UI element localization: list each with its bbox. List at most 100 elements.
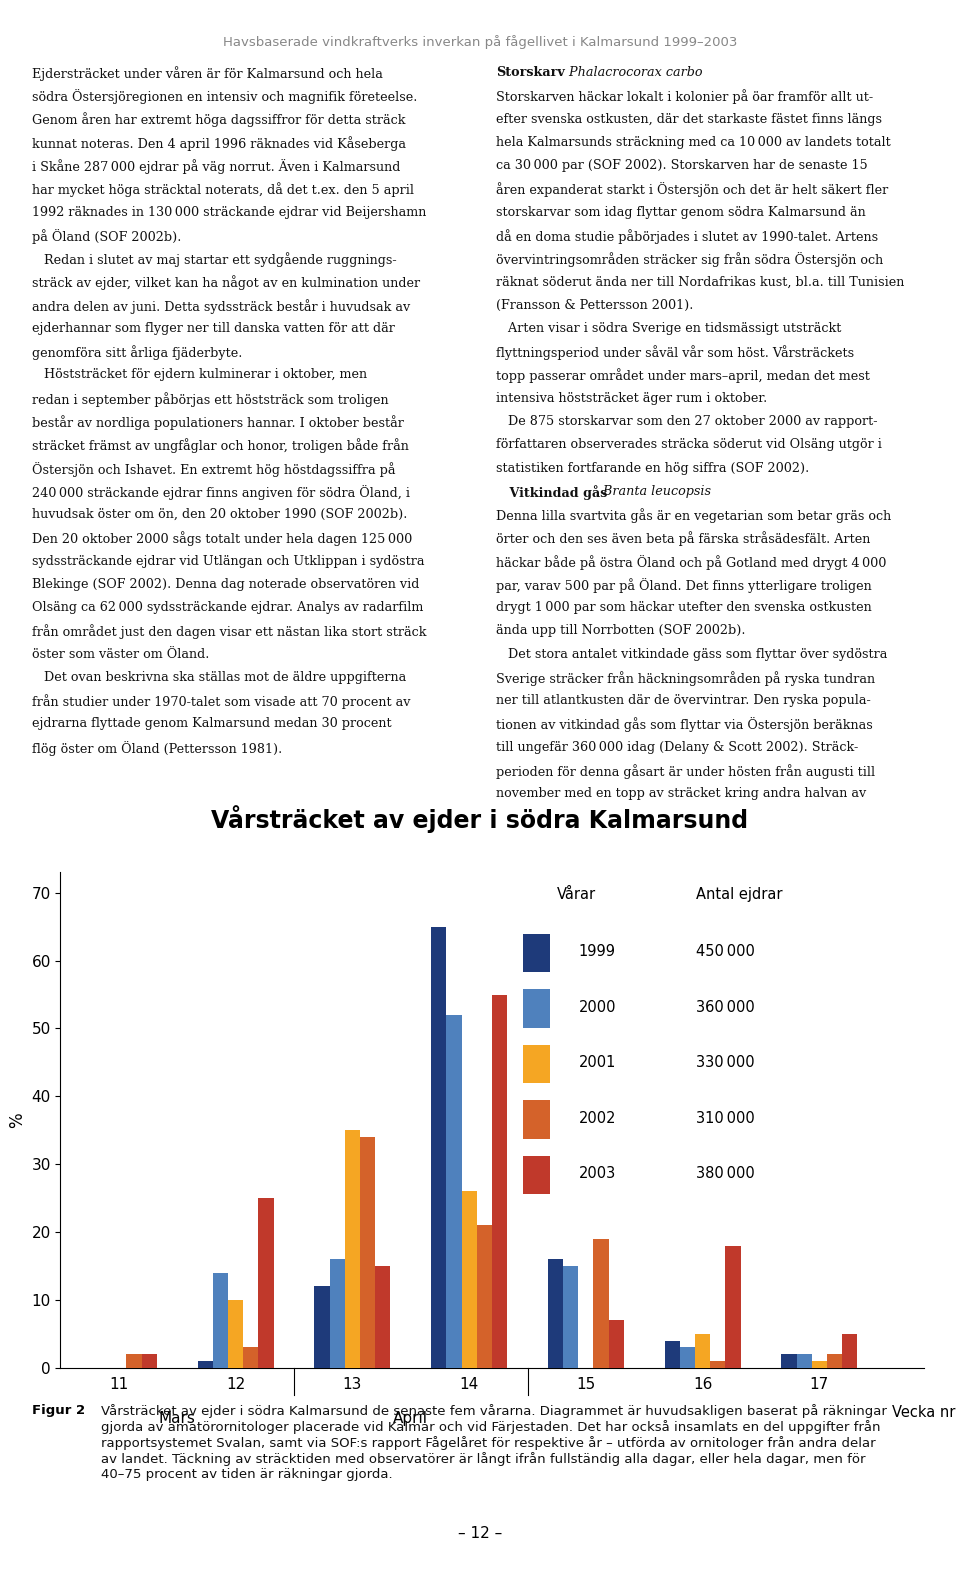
Text: ejdrarna flyttade genom Kalmarsund medan 30 procent: ejdrarna flyttade genom Kalmarsund medan… bbox=[32, 717, 392, 731]
Text: på Öland (SOF 2002b).: på Öland (SOF 2002b). bbox=[32, 230, 181, 244]
Text: 2003: 2003 bbox=[579, 1166, 616, 1181]
Bar bbox=[345, 1130, 360, 1368]
Text: häckar både på östra Öland och på Gotland med drygt 4 000: häckar både på östra Öland och på Gotlan… bbox=[496, 555, 887, 569]
Text: andra delen av juni. Detta sydssträck består i huvudsak av: andra delen av juni. Detta sydssträck be… bbox=[32, 299, 410, 313]
Text: Vitkindad gås: Vitkindad gås bbox=[496, 484, 608, 500]
Text: sträcket främst av ungfåglar och honor, troligen både från: sträcket främst av ungfåglar och honor, … bbox=[32, 439, 409, 453]
Text: öster som väster om Öland.: öster som väster om Öland. bbox=[32, 648, 209, 660]
Text: flyttningsperiod under såväl vår som höst. Vårsträckets: flyttningsperiod under såväl vår som hös… bbox=[496, 346, 854, 360]
Text: södra Östersjöregionen en intensiv och magnifik företeelse.: södra Östersjöregionen en intensiv och m… bbox=[32, 90, 417, 104]
Text: sydssträckande ejdrar vid Utlängan och Utklippan i sydöstra: sydssträckande ejdrar vid Utlängan och U… bbox=[32, 555, 424, 567]
Text: Det ovan beskrivna ska ställas mot de äldre uppgifterna: Det ovan beskrivna ska ställas mot de äl… bbox=[32, 671, 406, 684]
Text: (Fransson & Pettersson 2001).: (Fransson & Pettersson 2001). bbox=[496, 299, 694, 311]
Text: 380 000: 380 000 bbox=[696, 1166, 755, 1181]
Bar bbox=[842, 1333, 857, 1368]
Text: 1999: 1999 bbox=[579, 945, 616, 959]
Bar bbox=[664, 1341, 680, 1368]
Text: – 12 –: – 12 – bbox=[458, 1525, 502, 1541]
Text: Storskarv: Storskarv bbox=[496, 66, 565, 79]
Text: flög öster om Öland (Pettersson 1981).: flög öster om Öland (Pettersson 1981). bbox=[32, 740, 282, 756]
Bar bbox=[228, 1300, 243, 1368]
Text: perioden för denna gåsart är under hösten från augusti till: perioden för denna gåsart är under höste… bbox=[496, 764, 876, 778]
Text: April: April bbox=[394, 1412, 428, 1426]
Text: författaren observerades sträcka söderut vid Olsäng utgör i: författaren observerades sträcka söderut… bbox=[496, 439, 882, 451]
Text: räknat söderut ända ner till Nordafrikas kust, bl.a. till Tunisien: räknat söderut ända ner till Nordafrikas… bbox=[496, 275, 904, 288]
Text: ända upp till Norrbotten (SOF 2002b).: ända upp till Norrbotten (SOF 2002b). bbox=[496, 624, 746, 637]
Bar bbox=[522, 1155, 550, 1195]
Bar bbox=[462, 1192, 477, 1368]
Text: Den 20 oktober 2000 sågs totalt under hela dagen 125 000: Den 20 oktober 2000 sågs totalt under he… bbox=[32, 531, 412, 545]
Text: i Skåne 287 000 ejdrar på väg norrut. Även i Kalmarsund: i Skåne 287 000 ejdrar på väg norrut. Äv… bbox=[32, 159, 400, 174]
Bar bbox=[564, 1265, 578, 1368]
Bar bbox=[329, 1259, 345, 1368]
Text: Vecka nr: Vecka nr bbox=[892, 1405, 955, 1420]
Text: åren expanderat starkt i Östersjön och det är helt säkert fler: åren expanderat starkt i Östersjön och d… bbox=[496, 182, 889, 198]
Bar bbox=[797, 1353, 812, 1368]
Text: topp passerar området under mars–april, medan det mest: topp passerar området under mars–april, … bbox=[496, 368, 870, 384]
Bar bbox=[315, 1286, 329, 1368]
Bar bbox=[593, 1239, 609, 1368]
Bar bbox=[446, 1016, 462, 1368]
Text: De 875 storskarvar som den 27 oktober 2000 av rapport-: De 875 storskarvar som den 27 oktober 20… bbox=[496, 415, 877, 428]
Text: Havsbaserade vindkraftverks inverkan på fågellivet i Kalmarsund 1999–2003: Havsbaserade vindkraftverks inverkan på … bbox=[223, 35, 737, 49]
Bar bbox=[492, 995, 507, 1368]
Bar bbox=[258, 1198, 274, 1368]
Text: Vårar: Vårar bbox=[558, 887, 596, 902]
Text: Det stora antalet vitkindade gäss som flyttar över sydöstra: Det stora antalet vitkindade gäss som fl… bbox=[496, 648, 888, 660]
Text: Antal ejdrar: Antal ejdrar bbox=[696, 887, 782, 902]
Text: ner till atlantkusten där de övervintrar. Den ryska popula-: ner till atlantkusten där de övervintrar… bbox=[496, 695, 871, 707]
Text: hela Kalmarsunds sträckning med ca 10 000 av landets totalt: hela Kalmarsunds sträckning med ca 10 00… bbox=[496, 135, 891, 149]
Text: Arten visar i södra Sverige en tidsmässigt utsträckt: Arten visar i södra Sverige en tidsmässi… bbox=[496, 322, 842, 335]
Text: huvudsak öster om ön, den 20 oktober 1990 (SOF 2002b).: huvudsak öster om ön, den 20 oktober 199… bbox=[32, 508, 407, 520]
Text: Branta leucopsis: Branta leucopsis bbox=[599, 484, 711, 498]
Bar bbox=[198, 1361, 213, 1368]
Text: Olsäng ca 62 000 sydssträckande ejdrar. Analys av radarfilm: Olsäng ca 62 000 sydssträckande ejdrar. … bbox=[32, 601, 423, 615]
Text: Höststräcket för ejdern kulminerar i oktober, men: Höststräcket för ejdern kulminerar i okt… bbox=[32, 368, 367, 382]
Bar bbox=[142, 1353, 156, 1368]
Bar bbox=[522, 934, 550, 973]
Text: intensiva höststräcket äger rum i oktober.: intensiva höststräcket äger rum i oktobe… bbox=[496, 391, 768, 404]
Bar bbox=[477, 1225, 492, 1368]
Text: 310 000: 310 000 bbox=[696, 1110, 755, 1126]
Text: övervintringsområden sträcker sig från södra Östersjön och: övervintringsområden sträcker sig från s… bbox=[496, 252, 883, 267]
Text: drygt 1 000 par som häckar utefter den svenska ostkusten: drygt 1 000 par som häckar utefter den s… bbox=[496, 601, 872, 615]
Bar bbox=[522, 1100, 550, 1138]
Bar bbox=[213, 1273, 228, 1368]
Text: par, varav 500 par på Öland. Det finns ytterligare troligen: par, varav 500 par på Öland. Det finns y… bbox=[496, 578, 872, 593]
Text: redan i september påbörjas ett höststräck som troligen: redan i september påbörjas ett höststräc… bbox=[32, 391, 388, 407]
Bar bbox=[710, 1361, 726, 1368]
Bar bbox=[243, 1347, 258, 1368]
Bar bbox=[375, 1265, 391, 1368]
Text: Mars: Mars bbox=[158, 1412, 196, 1426]
Text: 2000: 2000 bbox=[579, 1000, 616, 1014]
Text: ca 30 000 par (SOF 2002). Storskarven har de senaste 15: ca 30 000 par (SOF 2002). Storskarven ha… bbox=[496, 159, 868, 171]
Text: från studier under 1970-talet som visade att 70 procent av: från studier under 1970-talet som visade… bbox=[32, 695, 410, 709]
Text: Storskarven häckar lokalt i kolonier på öar framför allt ut-: Storskarven häckar lokalt i kolonier på … bbox=[496, 90, 874, 104]
Bar bbox=[522, 1045, 550, 1083]
Text: genomföra sitt årliga fjäderbyte.: genomföra sitt årliga fjäderbyte. bbox=[32, 346, 242, 360]
Bar bbox=[781, 1353, 797, 1368]
Bar bbox=[522, 989, 550, 1028]
Text: Denna lilla svartvita gås är en vegetarian som betar gräs och: Denna lilla svartvita gås är en vegetari… bbox=[496, 508, 892, 523]
Bar bbox=[609, 1320, 624, 1368]
Text: Phalacrocorax carbo: Phalacrocorax carbo bbox=[565, 66, 703, 79]
Bar bbox=[548, 1259, 564, 1368]
Text: till ungefär 360 000 idag (Delany & Scott 2002). Sträck-: till ungefär 360 000 idag (Delany & Scot… bbox=[496, 740, 858, 753]
Text: Blekinge (SOF 2002). Denna dag noterade observatören vid: Blekinge (SOF 2002). Denna dag noterade … bbox=[32, 578, 420, 591]
Text: Genom åren har extremt höga dagssiffror för detta sträck: Genom åren har extremt höga dagssiffror … bbox=[32, 113, 405, 127]
Bar bbox=[726, 1245, 740, 1368]
Text: 2001: 2001 bbox=[579, 1055, 616, 1071]
Text: har mycket höga sträcktal noterats, då det t.ex. den 5 april: har mycket höga sträcktal noterats, då d… bbox=[32, 182, 414, 196]
Bar bbox=[695, 1333, 710, 1368]
Text: Ejdersträcket under våren är för Kalmarsund och hela: Ejdersträcket under våren är för Kalmars… bbox=[32, 66, 382, 80]
Bar bbox=[827, 1353, 842, 1368]
Text: från området just den dagen visar ett nästan lika stort sträck: från området just den dagen visar ett nä… bbox=[32, 624, 426, 640]
Text: Sverige sträcker från häckningsområden på ryska tundran: Sverige sträcker från häckningsområden p… bbox=[496, 671, 876, 685]
Bar bbox=[812, 1361, 827, 1368]
Text: 360 000: 360 000 bbox=[696, 1000, 755, 1014]
Text: Redan i slutet av maj startar ett sydgående ruggnings-: Redan i slutet av maj startar ett sydgåe… bbox=[32, 252, 396, 267]
Text: storskarvar som idag flyttar genom södra Kalmarsund än: storskarvar som idag flyttar genom södra… bbox=[496, 206, 866, 219]
Text: 330 000: 330 000 bbox=[696, 1055, 755, 1071]
Text: Vårsträcket av ejder i södra Kalmarsund de senaste fem vårarna. Diagrammet är hu: Vårsträcket av ejder i södra Kalmarsund … bbox=[101, 1404, 887, 1481]
Y-axis label: %: % bbox=[8, 1113, 26, 1127]
